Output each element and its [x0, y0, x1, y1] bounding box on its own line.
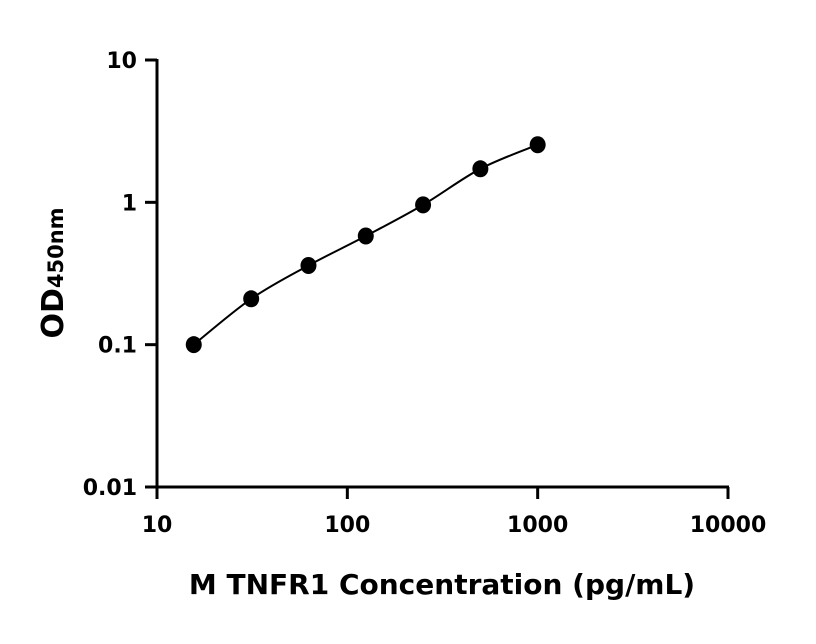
x-tick-label: 100 — [324, 513, 370, 538]
y-tick-label: 1 — [122, 191, 137, 216]
data-point — [529, 136, 546, 154]
y-axis-label-subscript: 450nm — [44, 207, 68, 288]
x-tick-label: 10 — [142, 513, 173, 538]
x-tick-label: 1000 — [507, 513, 568, 538]
axes: 10 100 1000 10000 0.01 0.1 1 10 — [83, 49, 767, 538]
y-tick-label: 0.1 — [98, 334, 137, 359]
y-axis-label: OD450nm — [36, 207, 71, 338]
data-point — [415, 196, 432, 214]
data-marks — [185, 136, 546, 354]
y-axis-label-main: OD — [36, 288, 71, 338]
y-tick-label: 0.01 — [83, 476, 137, 501]
x-axis-label: M TNFR1 Concentration (pg/mL) — [189, 568, 695, 601]
data-point — [300, 256, 317, 274]
data-point — [243, 290, 260, 308]
data-point — [185, 336, 202, 354]
data-point — [472, 160, 489, 178]
data-point — [357, 227, 374, 245]
x-tick-label: 10000 — [690, 513, 767, 538]
y-tick-label: 10 — [106, 49, 137, 74]
